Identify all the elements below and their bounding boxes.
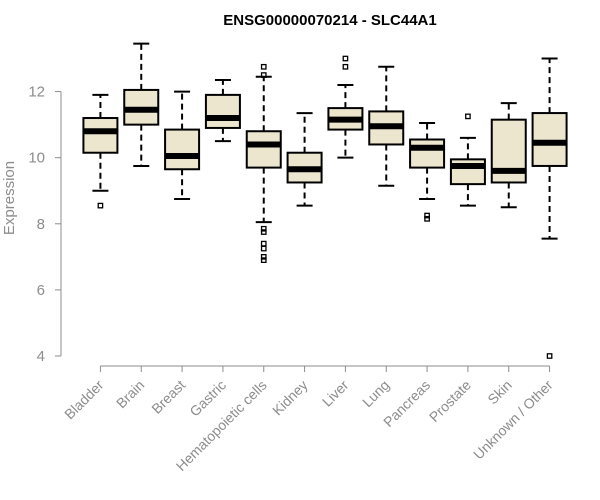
x-tick-label: Bladder	[61, 377, 107, 423]
x-tick-label: Kidney	[269, 377, 311, 419]
box-pancreas	[409, 121, 446, 222]
boxes-group	[82, 42, 568, 359]
outlier-point	[342, 55, 349, 62]
x-tick-label: Liver	[319, 377, 352, 410]
box-prostate	[449, 113, 486, 207]
outlier-point	[260, 63, 267, 70]
x-tick-label: Breast	[148, 377, 188, 417]
box-lung	[368, 65, 405, 187]
y-axis-label: Expression	[1, 161, 18, 235]
y-tick-label: 6	[37, 282, 45, 299]
y-tick-label: 12	[28, 84, 45, 101]
iqr-box	[531, 112, 568, 167]
iqr-box	[82, 117, 119, 154]
x-tick-label: Lung	[359, 377, 392, 410]
box-gastric	[204, 79, 241, 143]
outlier-point	[465, 113, 471, 120]
chart-title: ENSG00000070214 - SLC44A1	[223, 12, 436, 29]
outlier-point	[260, 229, 267, 235]
outlier-point	[424, 215, 430, 222]
box-breast	[164, 90, 201, 200]
x-tick-label: Skin	[484, 377, 515, 408]
iqr-box	[204, 93, 241, 129]
y-tick-label: 10	[28, 150, 45, 167]
outlier-point	[260, 257, 267, 263]
iqr-box	[164, 128, 201, 171]
x-tick-label: Brain	[113, 377, 147, 411]
iqr-box	[245, 130, 282, 169]
outlier-point	[546, 353, 553, 359]
outlier-point	[260, 72, 267, 78]
outlier-point	[260, 245, 267, 252]
outlier-point	[260, 225, 267, 232]
outlier-point	[342, 63, 349, 70]
outlier-point	[260, 240, 267, 247]
box-unknown-other	[531, 57, 568, 359]
box-brain	[123, 42, 160, 167]
box-hematopoietic-cells	[245, 63, 282, 263]
box-kidney	[286, 112, 323, 207]
box-liver	[327, 55, 364, 159]
outlier-point	[260, 253, 267, 260]
x-tick-label: Prostate	[426, 377, 474, 425]
iqr-box	[409, 138, 446, 169]
box-bladder	[82, 93, 119, 209]
box-skin	[490, 102, 527, 209]
outlier-point	[424, 212, 430, 219]
y-tick-label: 8	[37, 216, 45, 233]
y-tick-label: 4	[37, 348, 45, 365]
outlier-point	[97, 202, 104, 209]
